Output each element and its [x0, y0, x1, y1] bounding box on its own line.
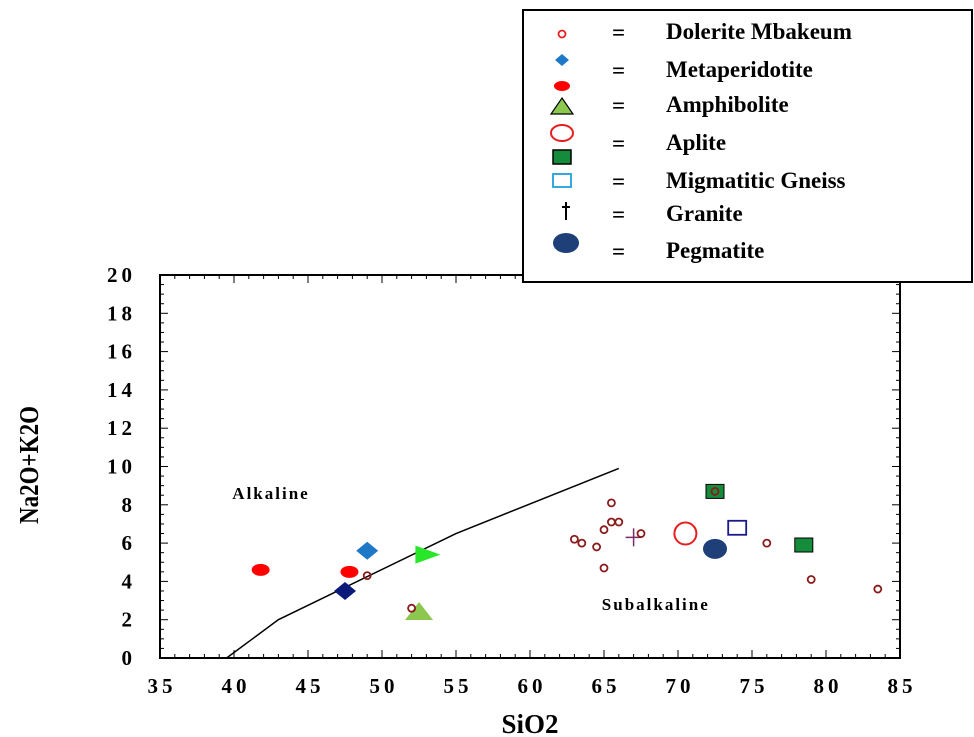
axis-ticks — [159, 274, 901, 659]
data-point — [592, 542, 601, 552]
x-tick-label: 45 — [296, 674, 325, 698]
x-tick-label: 35 — [148, 674, 177, 698]
x-axis-title: SiO2 — [501, 709, 558, 737]
legend-label: Metaperidotite — [666, 57, 813, 82]
legend-label: Granite — [666, 201, 743, 226]
legend-marker — [562, 202, 570, 220]
legend-marker — [549, 96, 575, 115]
x-tick-label: 60 — [518, 674, 547, 698]
legend-equals: = — [612, 131, 625, 156]
region-labels: Alkaline Subalkaline — [232, 484, 710, 614]
y-tick-label: 12 — [107, 416, 136, 440]
legend-marker — [555, 54, 569, 66]
data-point — [405, 602, 433, 621]
axis-tick-labels: 35 40 45 50 55 60 65 70 75 80 85 0 2 4 6 8 10 12 14 16 18 20 — [107, 263, 917, 698]
y-tick-label: 6 — [122, 531, 137, 555]
legend-equals: = — [612, 58, 625, 83]
y-tick-label: 2 — [122, 608, 137, 632]
legend-marker — [557, 29, 567, 39]
x-tick-label: 70 — [666, 674, 695, 698]
data-point — [636, 529, 646, 538]
data-point — [607, 517, 616, 527]
data-point — [607, 498, 616, 508]
data-point — [356, 541, 379, 560]
region-label: Alkaline — [232, 484, 309, 503]
data-point — [251, 563, 270, 576]
data-point — [340, 565, 359, 578]
data-point — [599, 563, 609, 573]
data-point — [415, 545, 441, 564]
data-point — [794, 537, 814, 553]
plot-area-border — [159, 274, 901, 659]
legend-marker — [552, 173, 572, 188]
y-tick-label: 20 — [107, 263, 136, 287]
legend-equals: = — [612, 239, 625, 264]
legend-marker — [554, 81, 570, 91]
x-tick-label: 85 — [888, 674, 917, 698]
data-point — [570, 534, 579, 544]
data-point — [577, 538, 587, 548]
x-tick-label: 50 — [370, 674, 399, 698]
y-tick-label: 10 — [107, 455, 136, 479]
legend-marker — [552, 149, 572, 165]
legend-equals: = — [612, 169, 625, 194]
legend: = Dolerite Mbakeum = Metaperidotite = Amphibo… — [522, 9, 973, 283]
legend-label: Migmatitic Gneiss — [666, 168, 846, 193]
y-tick-label: 4 — [122, 569, 137, 593]
legend-equals: = — [612, 93, 625, 118]
data-point — [762, 538, 772, 548]
x-tick-label: 40 — [222, 674, 251, 698]
data-point — [334, 581, 356, 600]
legend-marker — [550, 124, 574, 142]
legend-label: Aplite — [666, 130, 726, 155]
x-tick-label: 80 — [814, 674, 843, 698]
legend-equals: = — [612, 202, 625, 227]
y-tick-label: 8 — [122, 493, 137, 517]
legend-box — [522, 9, 973, 283]
legend-marker — [553, 233, 579, 253]
data-point — [873, 584, 883, 594]
data-point — [362, 571, 372, 581]
y-axis-title: Na2O+K2O — [14, 406, 44, 524]
legend-label: Amphibolite — [666, 92, 789, 117]
data-point — [727, 519, 748, 536]
data-point — [806, 575, 816, 584]
x-tick-label: 65 — [592, 674, 621, 698]
legend-equals: = — [612, 20, 625, 45]
y-tick-label: 0 — [122, 646, 137, 670]
legend-label: Dolerite Mbakeum — [666, 19, 852, 44]
data-point — [614, 517, 624, 527]
region-label: Subalkaline — [602, 595, 710, 614]
alkaline-subalkaline-boundary — [226, 467, 620, 659]
data-point — [710, 486, 720, 496]
data-point — [673, 521, 698, 546]
data-point — [705, 483, 725, 499]
data-point — [703, 538, 727, 559]
data-points — [251, 483, 883, 621]
y-tick-label: 18 — [107, 301, 136, 325]
y-tick-label: 16 — [107, 340, 136, 364]
legend-label: Pegmatite — [666, 238, 764, 263]
y-tick-label: 14 — [107, 378, 136, 402]
plot-frame — [159, 274, 901, 659]
data-point — [599, 525, 609, 535]
x-tick-label: 55 — [444, 674, 473, 698]
boundary-line — [226, 467, 620, 659]
data-point — [407, 603, 417, 613]
x-tick-label: 75 — [740, 674, 769, 698]
